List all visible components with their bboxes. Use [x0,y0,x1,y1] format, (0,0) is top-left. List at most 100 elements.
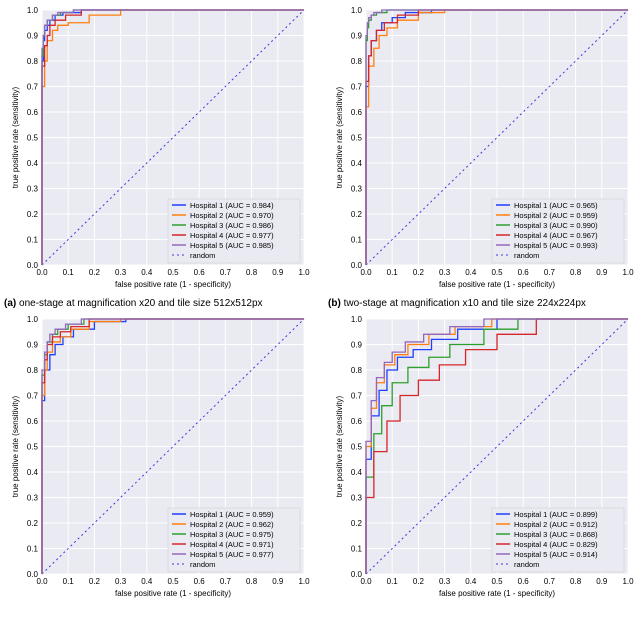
roc-plot-a: 0.00.00.10.10.20.20.30.30.40.40.50.50.60… [4,4,320,294]
svg-text:0.6: 0.6 [351,417,363,426]
svg-text:0.3: 0.3 [439,577,451,586]
svg-text:Hospital 4 (AUC = 0.977): Hospital 4 (AUC = 0.977) [190,231,274,240]
svg-text:Hospital 1 (AUC = 0.959): Hospital 1 (AUC = 0.959) [190,510,274,519]
caption-a: (a) one-stage at magnification x20 and t… [4,298,320,309]
svg-text:0.9: 0.9 [351,341,363,350]
chart-grid: 0.00.00.10.10.20.20.30.30.40.40.50.50.60… [4,4,640,603]
svg-text:true positive rate (sensitivit: true positive rate (sensitivity) [11,86,20,188]
svg-text:0.6: 0.6 [194,577,206,586]
svg-text:0.5: 0.5 [351,134,363,143]
svg-text:0.8: 0.8 [570,577,582,586]
caption-text: two-stage at magnification x10 and tile … [344,298,586,309]
svg-text:0.1: 0.1 [63,577,75,586]
svg-text:Hospital 4 (AUC = 0.967): Hospital 4 (AUC = 0.967) [514,231,598,240]
svg-text:0.2: 0.2 [27,210,39,219]
svg-text:0.0: 0.0 [36,577,48,586]
svg-text:0.8: 0.8 [27,366,39,375]
svg-text:random: random [514,251,539,260]
svg-text:0.9: 0.9 [27,341,39,350]
svg-text:1.0: 1.0 [622,577,634,586]
svg-text:Hospital 2 (AUC = 0.959): Hospital 2 (AUC = 0.959) [514,211,598,220]
panel-d: 0.00.00.10.10.20.20.30.30.40.40.50.50.60… [328,313,640,603]
svg-text:true positive rate (sensitivit: true positive rate (sensitivity) [335,86,344,188]
svg-text:true positive rate (sensitivit: true positive rate (sensitivity) [335,395,344,497]
svg-text:0.9: 0.9 [272,577,284,586]
svg-text:0.2: 0.2 [413,577,425,586]
svg-text:0.5: 0.5 [27,134,39,143]
svg-text:Hospital 4 (AUC = 0.829): Hospital 4 (AUC = 0.829) [514,540,598,549]
roc-svg: 0.00.00.10.10.20.20.30.30.40.40.50.50.60… [4,4,312,294]
svg-text:0.7: 0.7 [544,577,556,586]
panel-c: 0.00.00.10.10.20.20.30.30.40.40.50.50.60… [4,313,320,603]
svg-text:1.0: 1.0 [27,6,39,15]
svg-text:0.7: 0.7 [351,392,363,401]
svg-text:0.2: 0.2 [89,268,101,277]
svg-text:Hospital 5 (AUC = 0.977): Hospital 5 (AUC = 0.977) [190,550,274,559]
roc-plot-c: 0.00.00.10.10.20.20.30.30.40.40.50.50.60… [4,313,320,603]
svg-text:0.9: 0.9 [596,577,608,586]
roc-svg: 0.00.00.10.10.20.20.30.30.40.40.50.50.60… [328,313,636,603]
svg-text:Hospital 3 (AUC = 0.868): Hospital 3 (AUC = 0.868) [514,530,598,539]
svg-text:0.8: 0.8 [27,57,39,66]
roc-svg: 0.00.00.10.10.20.20.30.30.40.40.50.50.60… [328,4,636,294]
svg-text:0.5: 0.5 [27,443,39,452]
svg-text:0.3: 0.3 [27,185,39,194]
svg-text:Hospital 5 (AUC = 0.985): Hospital 5 (AUC = 0.985) [190,241,274,250]
svg-text:0.6: 0.6 [27,108,39,117]
svg-text:true positive rate (sensitivit: true positive rate (sensitivity) [11,395,20,497]
svg-text:0.1: 0.1 [27,236,39,245]
panel-a: 0.00.00.10.10.20.20.30.30.40.40.50.50.60… [4,4,320,309]
svg-text:1.0: 1.0 [351,315,363,324]
svg-text:0.7: 0.7 [220,268,232,277]
svg-text:0.5: 0.5 [167,268,179,277]
svg-text:0.6: 0.6 [518,268,530,277]
svg-text:Hospital 4 (AUC = 0.971): Hospital 4 (AUC = 0.971) [190,540,274,549]
svg-text:0.7: 0.7 [544,268,556,277]
svg-text:Hospital 2 (AUC = 0.970): Hospital 2 (AUC = 0.970) [190,211,274,220]
svg-text:0.4: 0.4 [27,468,39,477]
svg-text:Hospital 1 (AUC = 0.984): Hospital 1 (AUC = 0.984) [190,201,274,210]
svg-text:0.4: 0.4 [351,468,363,477]
svg-text:random: random [190,251,215,260]
svg-text:Hospital 3 (AUC = 0.986): Hospital 3 (AUC = 0.986) [190,221,274,230]
svg-text:Hospital 2 (AUC = 0.912): Hospital 2 (AUC = 0.912) [514,520,598,529]
roc-plot-d: 0.00.00.10.10.20.20.30.30.40.40.50.50.60… [328,313,640,603]
svg-text:0.6: 0.6 [27,417,39,426]
svg-text:0.8: 0.8 [246,577,258,586]
svg-text:0.5: 0.5 [491,577,503,586]
svg-text:0.4: 0.4 [141,577,153,586]
svg-text:0.1: 0.1 [387,577,399,586]
svg-text:false positive rate (1 - speci: false positive rate (1 - specificity) [439,280,555,289]
svg-text:random: random [514,560,539,569]
svg-text:0.0: 0.0 [351,261,363,270]
svg-text:0.3: 0.3 [351,185,363,194]
svg-text:Hospital 2 (AUC = 0.962): Hospital 2 (AUC = 0.962) [190,520,274,529]
svg-text:0.9: 0.9 [351,32,363,41]
svg-text:0.1: 0.1 [27,545,39,554]
caption-b: (b) two-stage at magnification x10 and t… [328,298,640,309]
svg-text:0.0: 0.0 [360,268,372,277]
svg-text:0.7: 0.7 [27,392,39,401]
svg-text:0.7: 0.7 [351,83,363,92]
svg-text:Hospital 5 (AUC = 0.993): Hospital 5 (AUC = 0.993) [514,241,598,250]
svg-text:0.4: 0.4 [351,159,363,168]
svg-text:0.2: 0.2 [27,519,39,528]
caption-text: one-stage at magnification x20 and tile … [19,298,263,309]
svg-text:0.0: 0.0 [36,268,48,277]
svg-text:0.4: 0.4 [27,159,39,168]
svg-text:0.4: 0.4 [465,577,477,586]
svg-text:0.2: 0.2 [413,268,425,277]
svg-text:Hospital 3 (AUC = 0.990): Hospital 3 (AUC = 0.990) [514,221,598,230]
svg-text:0.6: 0.6 [194,268,206,277]
svg-text:0.8: 0.8 [570,268,582,277]
svg-text:false positive rate (1 - speci: false positive rate (1 - specificity) [439,589,555,598]
svg-text:0.3: 0.3 [439,268,451,277]
svg-text:Hospital 5 (AUC = 0.914): Hospital 5 (AUC = 0.914) [514,550,598,559]
svg-text:0.3: 0.3 [351,494,363,503]
svg-text:0.7: 0.7 [220,577,232,586]
svg-text:0.4: 0.4 [465,268,477,277]
svg-text:false positive rate (1 - speci: false positive rate (1 - specificity) [115,280,231,289]
svg-text:0.5: 0.5 [491,268,503,277]
svg-text:0.4: 0.4 [141,268,153,277]
svg-text:1.0: 1.0 [351,6,363,15]
